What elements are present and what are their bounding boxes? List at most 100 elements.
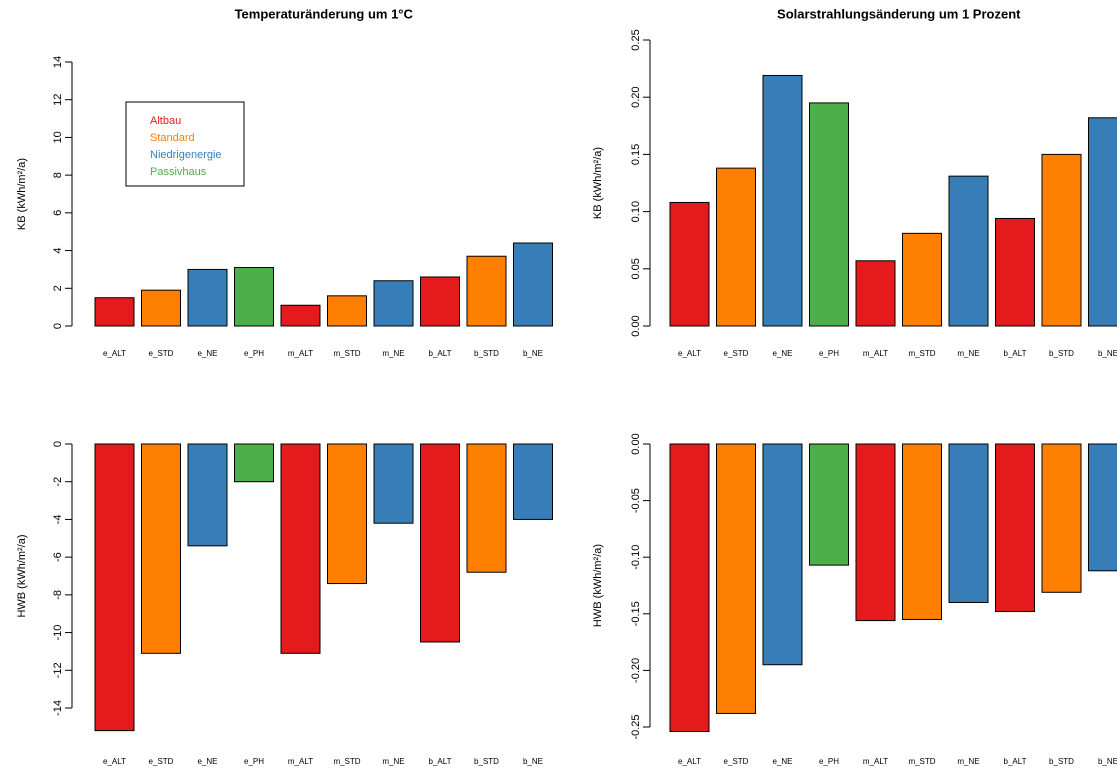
y-tick-label: 0 — [52, 323, 64, 329]
y-tick-label: -10 — [52, 625, 64, 641]
bar — [902, 232, 942, 327]
bar — [280, 304, 321, 327]
bar — [513, 242, 553, 327]
y-tick-label: 0.10 — [630, 201, 642, 222]
bar — [187, 443, 228, 547]
x-tick-label: e_ALT — [678, 757, 701, 766]
legend-label: Passivhaus — [150, 166, 207, 178]
bar — [234, 267, 274, 327]
bar — [234, 443, 274, 483]
y-tick-label: -0.15 — [630, 601, 642, 626]
y-tick-label: -8 — [52, 590, 64, 600]
y-axis-label: HWB (kWh/m²/a) — [16, 534, 28, 617]
x-tick-label: e_NE — [197, 757, 217, 766]
bar — [141, 289, 181, 327]
bar — [373, 443, 414, 524]
x-tick-label: m_NE — [957, 349, 979, 358]
x-tick-label: e_STD — [149, 349, 174, 358]
bar — [809, 102, 849, 327]
bar — [669, 443, 710, 733]
bar — [1088, 117, 1117, 327]
bar — [420, 276, 460, 327]
x-tick-label: e_PH — [244, 349, 264, 358]
y-tick-label: -0.20 — [630, 658, 642, 683]
y-tick-label: 12 — [52, 94, 64, 106]
legend-label: Altbau — [150, 115, 181, 127]
legend-box — [125, 101, 245, 187]
bar — [995, 443, 1035, 613]
x-tick-label: b_ALT — [1004, 349, 1027, 358]
bar — [373, 280, 414, 327]
y-tick-label: -2 — [52, 477, 64, 487]
y-tick-label: 10 — [52, 131, 64, 143]
x-tick-label: e_PH — [244, 757, 264, 766]
bar — [466, 255, 507, 327]
x-tick-label: m_NE — [382, 757, 404, 766]
chart-title: Temperaturänderung um 1°C — [235, 6, 414, 21]
x-tick-label: b_NE — [1098, 349, 1117, 358]
y-tick-label: 0.05 — [630, 258, 642, 279]
x-tick-label: e_NE — [772, 349, 792, 358]
legend-label: Niedrigenergie — [150, 149, 222, 161]
bar — [762, 443, 803, 666]
bar — [809, 443, 849, 566]
y-axis-label: KB (kWh/m²/a) — [16, 158, 28, 230]
y-axis-label: HWB (kWh/m²/a) — [592, 544, 604, 627]
y-tick-label: -0.05 — [630, 488, 642, 513]
x-tick-label: m_STD — [908, 757, 935, 766]
bar — [466, 443, 507, 573]
x-tick-label: b_ALT — [1004, 757, 1027, 766]
bar — [855, 260, 896, 327]
x-tick-label: e_NE — [772, 757, 792, 766]
y-tick-label: 0.25 — [630, 29, 642, 50]
y-tick-label: 6 — [52, 210, 64, 216]
y-tick-label: 14 — [52, 56, 64, 68]
chart-title: Solarstrahlungsänderung um 1 Prozent — [777, 6, 1021, 21]
x-tick-label: b_ALT — [429, 757, 452, 766]
x-tick-label: m_ALT — [863, 349, 888, 358]
bar — [1041, 153, 1082, 327]
bar — [94, 443, 135, 732]
y-tick-label: -6 — [52, 552, 64, 562]
bar — [94, 297, 135, 327]
y-tick-label: -0.25 — [630, 714, 642, 739]
y-tick-label: 4 — [52, 248, 64, 254]
bar — [1041, 443, 1082, 593]
x-tick-label: b_NE — [523, 349, 543, 358]
legend-label: Standard — [150, 132, 195, 144]
bar — [948, 443, 989, 603]
bar — [513, 443, 553, 520]
y-tick-label: 0 — [52, 441, 64, 447]
bar — [187, 268, 228, 327]
x-tick-label: m_STD — [908, 349, 935, 358]
x-tick-label: m_NE — [382, 349, 404, 358]
y-tick-label: -12 — [52, 662, 64, 678]
x-tick-label: e_STD — [149, 757, 174, 766]
x-tick-label: m_ALT — [288, 757, 313, 766]
bar — [762, 74, 803, 327]
x-tick-label: m_STD — [333, 349, 360, 358]
bar — [902, 443, 942, 620]
x-tick-label: m_ALT — [863, 757, 888, 766]
x-tick-label: b_STD — [1049, 757, 1074, 766]
y-tick-label: 0.00 — [630, 315, 642, 336]
bar — [420, 443, 460, 643]
x-tick-label: e_NE — [197, 349, 217, 358]
x-tick-label: b_NE — [1098, 757, 1117, 766]
y-tick-label: 8 — [52, 172, 64, 178]
bar — [327, 295, 367, 327]
bar — [280, 443, 321, 654]
x-tick-label: b_NE — [523, 757, 543, 766]
y-tick-label: 0.20 — [630, 86, 642, 107]
y-tick-label: 2 — [52, 285, 64, 291]
x-tick-label: m_ALT — [288, 349, 313, 358]
x-tick-label: e_PH — [819, 349, 839, 358]
y-tick-label: 0.15 — [630, 144, 642, 165]
y-tick-label: 0.00 — [630, 433, 642, 454]
x-tick-label: m_NE — [957, 757, 979, 766]
bar — [1088, 443, 1117, 572]
bar — [716, 167, 756, 327]
x-tick-label: e_ALT — [103, 349, 126, 358]
x-tick-label: b_STD — [474, 757, 499, 766]
